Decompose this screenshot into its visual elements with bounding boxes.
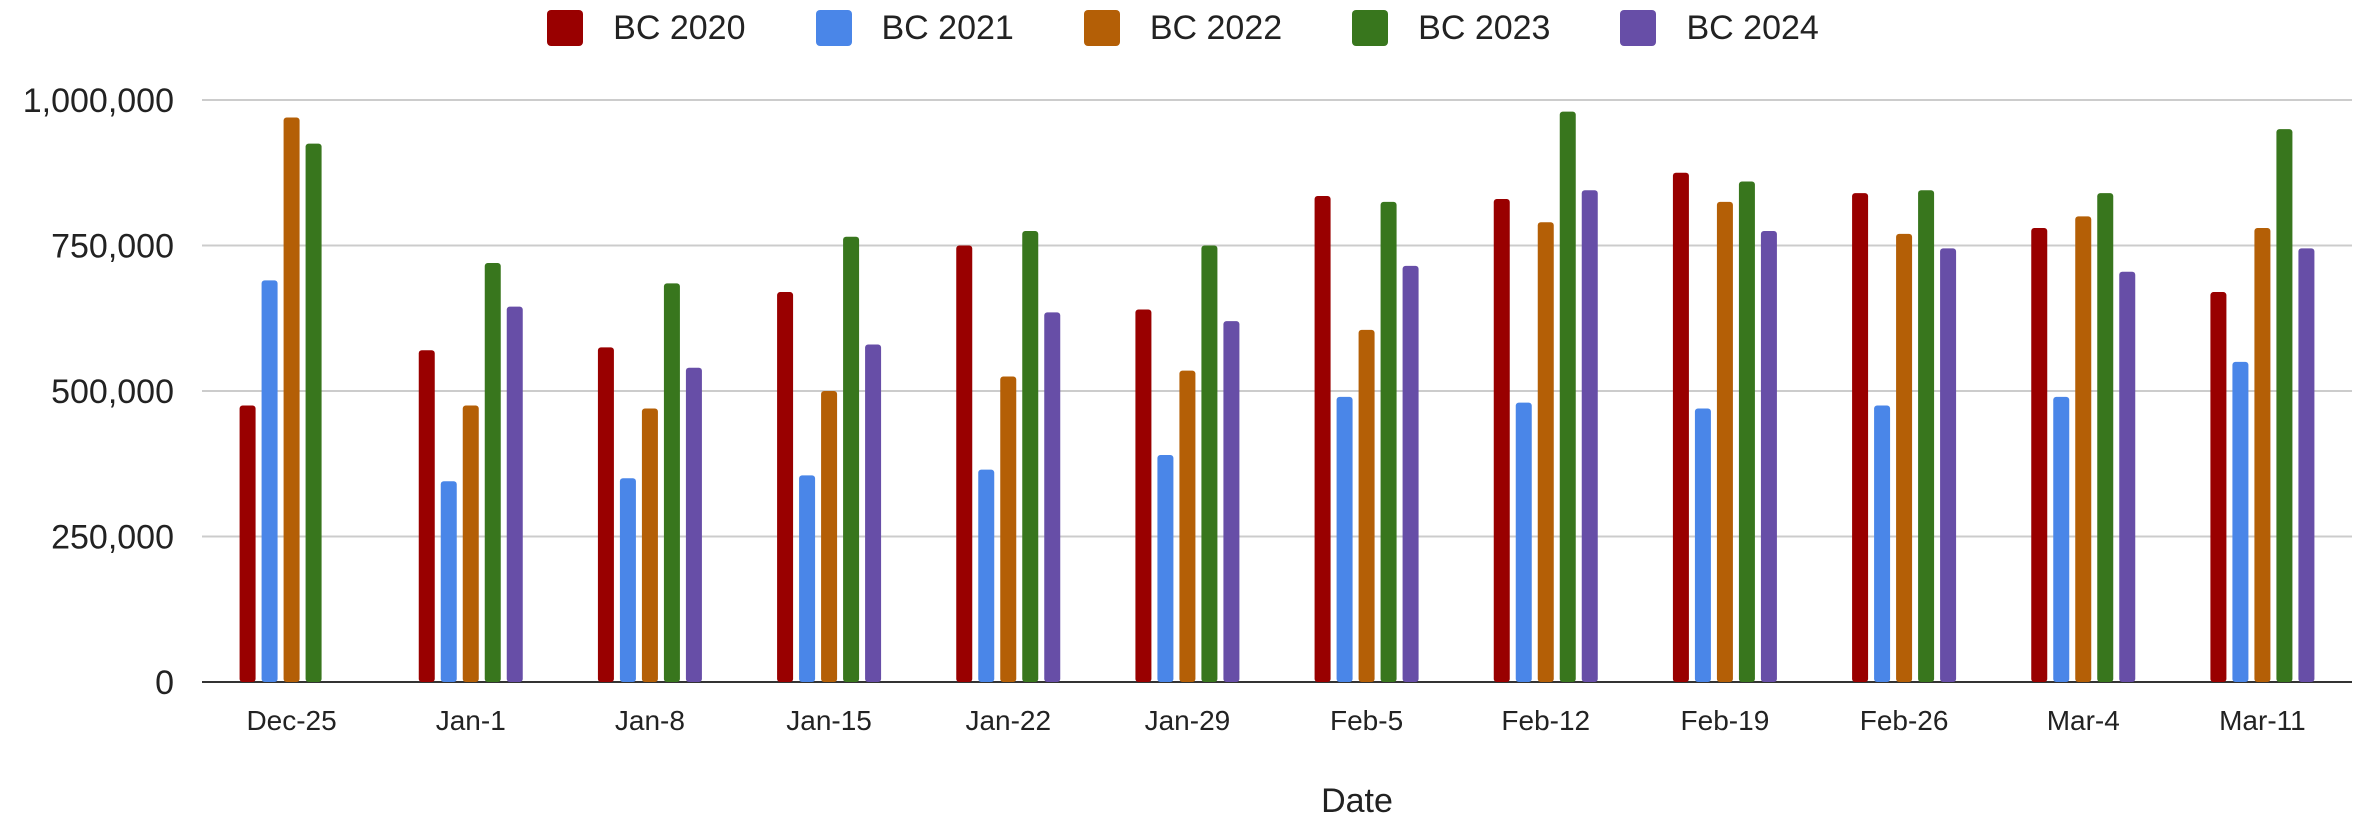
bar <box>1336 396 1353 682</box>
legend-item: BC 2023 <box>1352 9 1550 48</box>
bar <box>1874 405 1891 682</box>
legend-label: BC 2020 <box>613 8 746 47</box>
x-tick-label: Jan-8 <box>615 705 685 736</box>
bar <box>1940 248 1957 682</box>
bar <box>1896 233 1913 683</box>
legend-item: BC 2024 <box>1620 8 1819 48</box>
bar <box>663 283 680 682</box>
bar <box>1581 190 1598 682</box>
bar <box>1314 196 1331 682</box>
x-tick-label: Feb-26 <box>1860 705 1949 736</box>
y-tick-label: 1,000,000 <box>23 82 174 120</box>
bar <box>1716 201 1733 682</box>
bar <box>2254 228 2271 683</box>
legend-item: BC 2020 <box>547 8 746 48</box>
bar <box>1493 198 1510 682</box>
bar <box>1852 193 1869 682</box>
bar <box>1738 181 1755 683</box>
x-tick-label: Feb-19 <box>1681 705 1770 736</box>
bar <box>506 306 523 682</box>
bar <box>821 391 838 682</box>
x-tick-label: Feb-12 <box>1501 705 1590 736</box>
bar <box>418 350 435 682</box>
bar <box>1135 309 1152 682</box>
bar <box>1402 265 1419 682</box>
legend-label: BC 2021 <box>881 8 1014 47</box>
y-tick-label: 750,000 <box>51 228 174 266</box>
bar <box>1000 376 1017 682</box>
legend-swatch <box>1083 10 1120 46</box>
bar <box>1223 321 1240 682</box>
legend-item: BC 2022 <box>1083 8 1283 48</box>
y-tick-label: 250,000 <box>51 519 174 557</box>
bar <box>685 367 702 682</box>
bar <box>1380 201 1397 682</box>
bar <box>1179 370 1196 682</box>
bar <box>305 143 322 682</box>
legend-label: BC 2023 <box>1418 8 1551 47</box>
bar <box>283 117 300 682</box>
x-tick-label: Jan-22 <box>965 705 1051 736</box>
x-tick-label: Feb-5 <box>1330 705 1403 736</box>
bar <box>2298 248 2315 682</box>
y-tick-label: 500,000 <box>51 373 174 411</box>
y-tick-label: 0 <box>155 664 174 702</box>
bar <box>2232 361 2249 682</box>
bar <box>1022 230 1039 682</box>
bar <box>597 347 614 682</box>
x-tick-label: Jan-15 <box>786 705 872 736</box>
legend-label: BC 2024 <box>1686 8 1819 47</box>
bar <box>2075 216 2092 682</box>
legend-label: BC 2022 <box>1149 8 1283 47</box>
bar <box>1044 312 1061 682</box>
bar <box>1694 408 1711 682</box>
bar <box>956 245 973 682</box>
bar <box>1760 230 1777 682</box>
bar <box>1358 329 1375 682</box>
bar <box>641 408 658 682</box>
legend-swatch <box>815 10 852 46</box>
bar <box>799 475 816 682</box>
legend-swatch <box>547 10 584 46</box>
bar <box>2210 292 2227 682</box>
bar <box>1537 222 1554 682</box>
legend: BC 2020 BC 2021 BC 2022 BC 2023 BC 2024 <box>0 6 2366 50</box>
bar <box>1672 172 1689 682</box>
bar <box>777 292 794 682</box>
x-tick-label: Dec-25 <box>246 705 336 736</box>
bar <box>440 481 457 682</box>
bar <box>1515 402 1532 682</box>
bar <box>484 262 501 682</box>
legend-swatch <box>1620 10 1657 46</box>
bar <box>2119 271 2136 682</box>
bar <box>261 280 278 682</box>
x-tick-label: Jan-29 <box>1145 705 1231 736</box>
bar <box>619 478 636 682</box>
bar <box>978 469 995 682</box>
x-tick-label: Mar-4 <box>2047 705 2120 736</box>
legend-item: BC 2021 <box>815 8 1014 48</box>
bar <box>2097 193 2114 682</box>
bar <box>2276 129 2293 683</box>
legend-swatch <box>1352 10 1389 46</box>
bar <box>2031 228 2048 683</box>
bar <box>462 405 479 682</box>
bar <box>1157 455 1174 682</box>
bar <box>865 344 882 682</box>
bar <box>239 405 256 682</box>
bar <box>2053 396 2070 682</box>
bar <box>1201 245 1218 682</box>
bar <box>1559 111 1576 682</box>
x-axis-title: Date <box>1321 782 1393 820</box>
bar <box>843 236 860 682</box>
x-tick-label: Jan-1 <box>436 705 506 736</box>
bar <box>1918 190 1935 682</box>
x-tick-label: Mar-11 <box>2219 705 2306 736</box>
